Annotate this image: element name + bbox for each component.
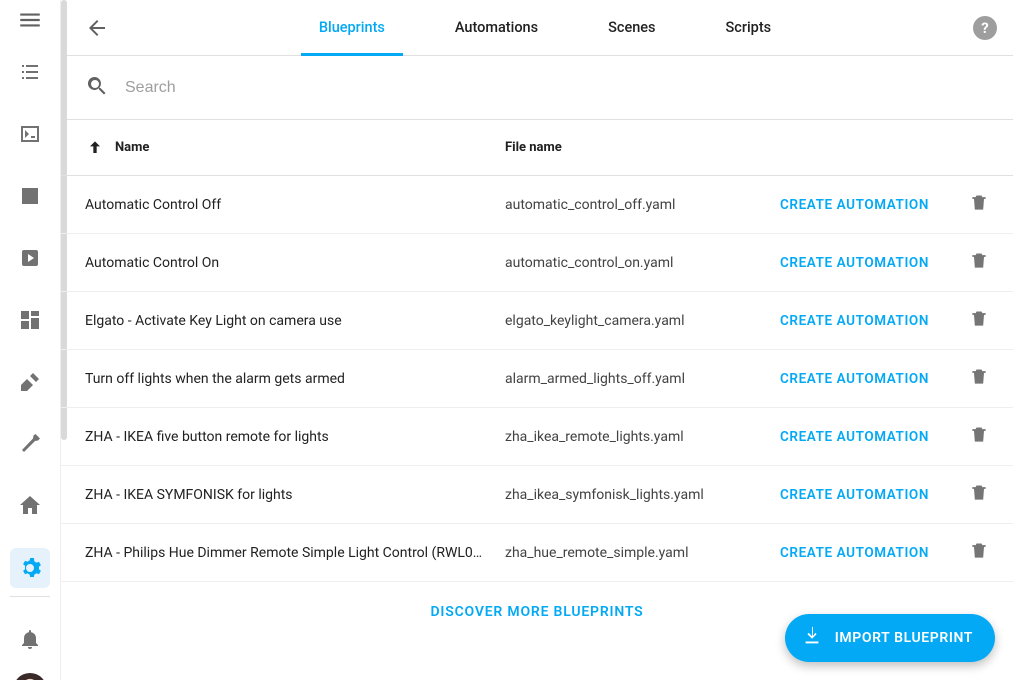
- sidebar-item-terminal[interactable]: [10, 114, 50, 154]
- table-row: Turn off lights when the alarm gets arme…: [61, 350, 1013, 408]
- sidebar: [0, 0, 60, 680]
- row-name: ZHA - IKEA five button remote for lights: [85, 429, 505, 445]
- sidebar-item-dashboard[interactable]: [10, 300, 50, 340]
- delete-icon[interactable]: [969, 483, 989, 507]
- sort-ascending-icon: [85, 138, 105, 158]
- tab-blueprints[interactable]: Blueprints: [319, 0, 385, 55]
- import-blueprint-fab[interactable]: IMPORT BLUEPRINT: [785, 614, 995, 662]
- create-automation-link[interactable]: CREATE AUTOMATION: [780, 487, 929, 503]
- create-automation-link[interactable]: CREATE AUTOMATION: [780, 429, 929, 445]
- tab-automations[interactable]: Automations: [455, 0, 538, 55]
- delete-icon[interactable]: [969, 309, 989, 333]
- row-name: Automatic Control Off: [85, 197, 505, 213]
- column-file-label: File name: [505, 140, 562, 155]
- row-filename: zha_ikea_symfonisk_lights.yaml: [505, 487, 735, 503]
- row-name: Turn off lights when the alarm gets arme…: [85, 371, 505, 387]
- column-header-name[interactable]: Name: [85, 138, 505, 158]
- table-header: Name File name: [61, 120, 1013, 176]
- table-row: ZHA - Philips Hue Dimmer Remote Simple L…: [61, 524, 1013, 582]
- create-automation-link[interactable]: CREATE AUTOMATION: [780, 255, 929, 271]
- column-name-label: Name: [115, 140, 149, 155]
- back-button[interactable]: [77, 8, 117, 48]
- tab-scripts[interactable]: Scripts: [726, 0, 772, 55]
- delete-icon[interactable]: [969, 367, 989, 391]
- tabs: Blueprints Automations Scenes Scripts: [117, 0, 973, 55]
- tab-scenes[interactable]: Scenes: [608, 0, 655, 55]
- row-filename: automatic_control_on.yaml: [505, 255, 735, 271]
- row-filename: alarm_armed_lights_off.yaml: [505, 371, 735, 387]
- menu-toggle[interactable]: [10, 0, 50, 40]
- delete-icon[interactable]: [969, 251, 989, 275]
- sidebar-item-lists[interactable]: [10, 52, 50, 92]
- sidebar-item-home[interactable]: [10, 486, 50, 526]
- create-automation-link[interactable]: CREATE AUTOMATION: [780, 197, 929, 213]
- create-automation-link[interactable]: CREATE AUTOMATION: [780, 313, 929, 329]
- table-row: Automatic Control Onautomatic_control_on…: [61, 234, 1013, 292]
- user-avatar[interactable]: [13, 673, 47, 680]
- blueprint-table: Name File name Automatic Control Offauto…: [61, 120, 1013, 680]
- table-row: ZHA - IKEA SYMFONISK for lightszha_ikea_…: [61, 466, 1013, 524]
- column-header-file[interactable]: File name: [505, 140, 729, 155]
- fab-label: IMPORT BLUEPRINT: [835, 630, 973, 646]
- row-filename: automatic_control_off.yaml: [505, 197, 735, 213]
- main-panel: Blueprints Automations Scenes Scripts ? Nam…: [60, 0, 1013, 680]
- delete-icon[interactable]: [969, 193, 989, 217]
- row-filename: zha_ikea_remote_lights.yaml: [505, 429, 735, 445]
- sidebar-item-editor[interactable]: [10, 362, 50, 402]
- create-automation-link[interactable]: CREATE AUTOMATION: [780, 545, 929, 561]
- notifications-icon[interactable]: [10, 619, 50, 659]
- row-name: ZHA - IKEA SYMFONISK for lights: [85, 487, 505, 503]
- table-row: Elgato - Activate Key Light on camera us…: [61, 292, 1013, 350]
- discover-more-link[interactable]: DISCOVER MORE BLUEPRINTS: [430, 604, 643, 620]
- download-icon: [801, 625, 823, 651]
- sidebar-item-tools[interactable]: [10, 424, 50, 464]
- sidebar-item-stats[interactable]: [10, 176, 50, 216]
- header: Blueprints Automations Scenes Scripts ?: [61, 0, 1013, 56]
- row-filename: zha_hue_remote_simple.yaml: [505, 545, 735, 561]
- table-row: ZHA - IKEA five button remote for lights…: [61, 408, 1013, 466]
- search-input[interactable]: [125, 79, 989, 97]
- table-row: Automatic Control Offautomatic_control_o…: [61, 176, 1013, 234]
- sidebar-item-media[interactable]: [10, 238, 50, 278]
- row-filename: elgato_keylight_camera.yaml: [505, 313, 735, 329]
- row-name: Elgato - Activate Key Light on camera us…: [85, 313, 505, 329]
- sidebar-divider: [10, 596, 50, 597]
- search-icon: [85, 74, 109, 102]
- delete-icon[interactable]: [969, 541, 989, 565]
- help-button[interactable]: ?: [973, 16, 997, 40]
- row-name: Automatic Control On: [85, 255, 505, 271]
- create-automation-link[interactable]: CREATE AUTOMATION: [780, 371, 929, 387]
- search-row: [61, 56, 1013, 120]
- delete-icon[interactable]: [969, 425, 989, 449]
- row-name: ZHA - Philips Hue Dimmer Remote Simple L…: [85, 545, 505, 561]
- sidebar-item-settings[interactable]: [10, 548, 50, 588]
